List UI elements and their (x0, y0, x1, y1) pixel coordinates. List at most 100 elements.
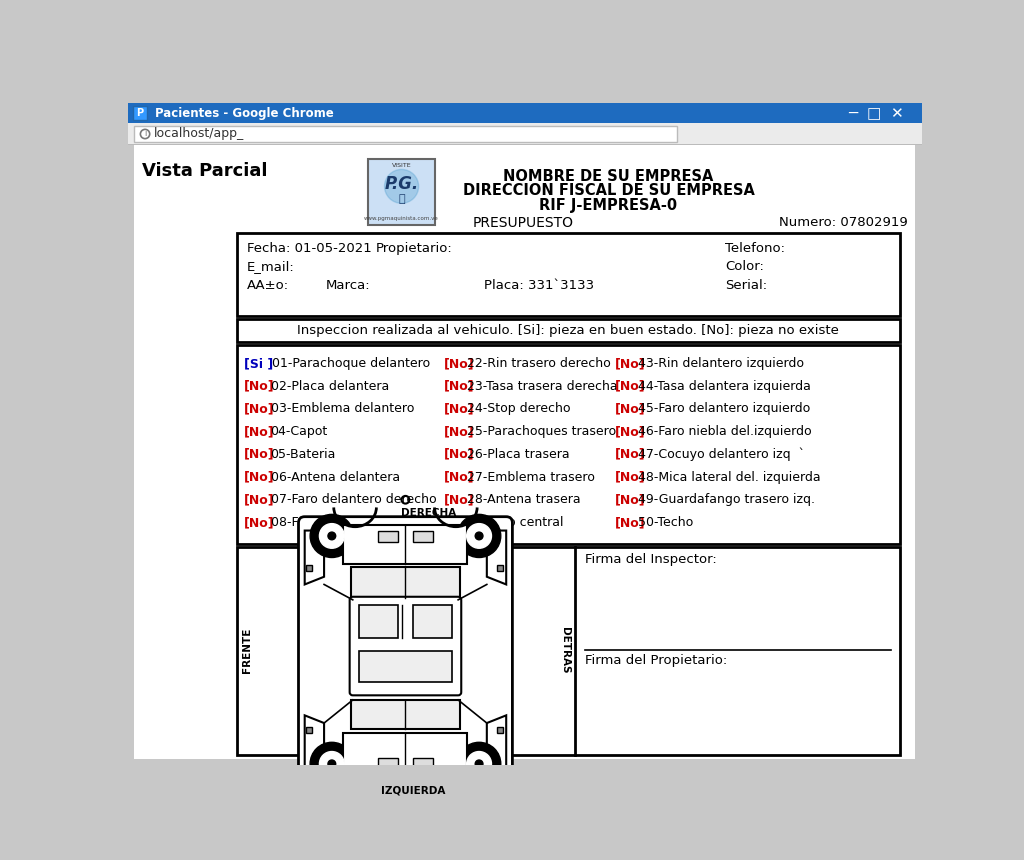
Text: 44-Tasa delantera izquierda: 44-Tasa delantera izquierda (638, 379, 811, 393)
Circle shape (310, 742, 353, 785)
Text: [No]: [No] (245, 516, 274, 529)
Text: P: P (136, 108, 143, 118)
Text: [No]: [No] (245, 470, 274, 483)
Circle shape (385, 169, 419, 203)
Text: 43-Rin delantero izquierdo: 43-Rin delantero izquierdo (638, 357, 804, 370)
Text: FRENTE: FRENTE (243, 627, 252, 673)
Text: Fecha: 01-05-2021: Fecha: 01-05-2021 (247, 243, 372, 255)
Text: [No]: [No] (444, 357, 475, 370)
Text: 02-Placa delantera: 02-Placa delantera (270, 379, 389, 393)
Bar (378, 531, 397, 542)
Bar (128, 103, 922, 123)
Bar (351, 700, 460, 729)
Text: [No]: [No] (245, 494, 274, 507)
Text: [No]: [No] (614, 379, 645, 393)
Text: 28-Antena trasera: 28-Antena trasera (467, 494, 581, 507)
Bar (497, 727, 503, 733)
Text: 48-Mica lateral del. izquierda: 48-Mica lateral del. izquierda (638, 470, 820, 483)
Text: Propietario:: Propietario: (376, 243, 453, 255)
Text: DIRECCION FISCAL DE SU EMPRESA: DIRECCION FISCAL DE SU EMPRESA (463, 183, 755, 199)
Text: Vista Parcial: Vista Parcial (142, 162, 267, 180)
Text: 08-Faro niebla del.derecho: 08-Faro niebla del.derecho (270, 516, 437, 529)
Text: ✕: ✕ (891, 106, 903, 120)
Bar (133, 107, 146, 120)
Circle shape (310, 514, 353, 557)
Text: 03-Emblema delantero: 03-Emblema delantero (270, 402, 414, 415)
Bar (359, 605, 397, 637)
Text: PRESUPUESTO: PRESUPUESTO (473, 216, 573, 230)
Bar (414, 605, 452, 637)
Text: ─: ─ (848, 106, 857, 120)
Bar (237, 232, 900, 316)
Text: [No]: [No] (614, 357, 645, 370)
Text: 🏗: 🏗 (398, 194, 404, 204)
Circle shape (328, 532, 336, 540)
Text: [No]: [No] (614, 494, 645, 507)
Text: NOMBRE DE SU EMPRESA: NOMBRE DE SU EMPRESA (504, 169, 714, 184)
Text: 06-Antena delantera: 06-Antena delantera (270, 470, 399, 483)
Text: □: □ (866, 106, 881, 120)
Text: [No]: [No] (614, 425, 645, 438)
Circle shape (458, 514, 501, 557)
Circle shape (328, 760, 336, 768)
Bar (343, 733, 467, 773)
Text: 26-Placa trasera: 26-Placa trasera (467, 448, 570, 461)
FancyBboxPatch shape (299, 517, 512, 783)
Text: Serial:: Serial: (725, 280, 767, 292)
Text: P.G.: P.G. (384, 175, 419, 193)
Text: [No]: [No] (614, 470, 645, 483)
Text: VISITE: VISITE (392, 163, 412, 168)
Text: 49-Guardafango trasero izq.: 49-Guardafango trasero izq. (638, 494, 815, 507)
Bar (306, 727, 312, 733)
Text: [No]: [No] (444, 516, 475, 529)
Text: [No]: [No] (245, 425, 274, 438)
Text: localhost/app_: localhost/app_ (155, 127, 245, 140)
Text: 01-Parachoque delantero: 01-Parachoque delantero (272, 357, 430, 370)
Bar (351, 567, 460, 598)
Polygon shape (305, 716, 324, 769)
Text: i: i (143, 130, 146, 138)
Circle shape (319, 524, 344, 549)
Text: IZQUIERDA: IZQUIERDA (381, 786, 445, 796)
Text: 46-Faro niebla del.izquierdo: 46-Faro niebla del.izquierdo (638, 425, 812, 438)
Text: Firma del Inspector:: Firma del Inspector: (586, 553, 717, 567)
Text: E_mail:: E_mail: (247, 260, 294, 273)
Text: [Si ]: [Si ] (245, 357, 273, 370)
Text: 07-Faro delantero derecho: 07-Faro delantero derecho (270, 494, 436, 507)
Text: Firma del Propietario:: Firma del Propietario: (586, 654, 727, 667)
Text: 05-Bateria: 05-Bateria (270, 448, 336, 461)
Bar (237, 345, 900, 544)
Text: 25-Parachoques trasero: 25-Parachoques trasero (467, 425, 616, 438)
Text: [No]: [No] (444, 402, 475, 415)
Bar (134, 126, 677, 143)
Polygon shape (486, 531, 506, 585)
Text: 27-Emblema trasero: 27-Emblema trasero (467, 470, 595, 483)
Text: [No]: [No] (444, 425, 475, 438)
Text: Telefono:: Telefono: (725, 243, 784, 255)
Bar (359, 651, 452, 682)
Text: [No]: [No] (614, 448, 645, 461)
Text: [No]: [No] (444, 470, 475, 483)
Bar (306, 565, 312, 571)
Text: 47-Cocuyo delantero izq  `: 47-Cocuyo delantero izq ` (638, 447, 805, 461)
Bar (497, 565, 503, 571)
Text: 50-Techo: 50-Techo (638, 516, 693, 529)
Text: Inspeccion realizada al vehiculo. [Si]: pieza en buen estado. [No]: pieza no exi: Inspeccion realizada al vehiculo. [Si]: … (297, 324, 839, 337)
Text: AA±o:: AA±o: (247, 280, 289, 292)
Text: [No]: [No] (614, 516, 645, 529)
Circle shape (319, 752, 344, 777)
Polygon shape (305, 531, 324, 585)
Bar (369, 158, 435, 224)
Text: [No]: [No] (245, 448, 274, 461)
FancyBboxPatch shape (349, 597, 461, 696)
Text: [No]: [No] (245, 379, 274, 393)
Bar (414, 758, 432, 769)
Text: 45-Faro delantero izquierdo: 45-Faro delantero izquierdo (638, 402, 810, 415)
Bar (343, 525, 467, 563)
Text: 22-Rin trasero derecho: 22-Rin trasero derecho (467, 357, 611, 370)
Text: 04-Capot: 04-Capot (270, 425, 328, 438)
Polygon shape (486, 716, 506, 769)
Text: DETRAS: DETRAS (560, 627, 570, 673)
Text: Marca:: Marca: (326, 280, 371, 292)
Text: 24-Stop derecho: 24-Stop derecho (467, 402, 571, 415)
